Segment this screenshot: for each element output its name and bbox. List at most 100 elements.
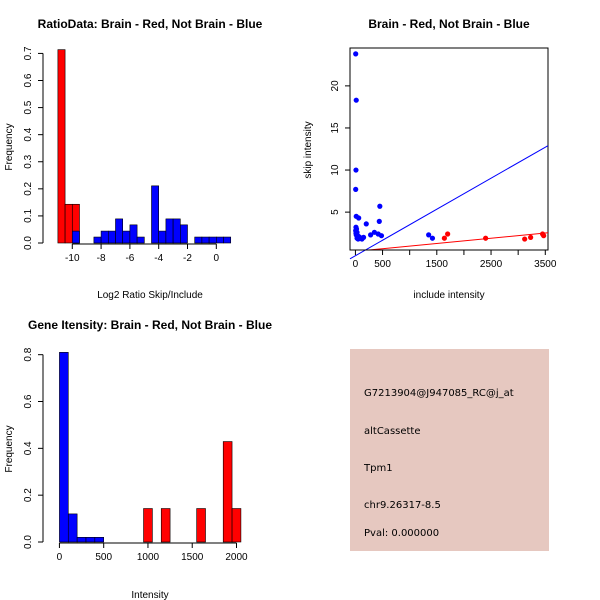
- scatter-point-not-brain: [368, 232, 374, 238]
- histogram-bar-not-brain: [122, 230, 131, 244]
- scatter-point-brain: [483, 235, 489, 241]
- y-tick-label: 0.5: [23, 100, 34, 114]
- genomic-location: chr9.26317-8.5: [364, 500, 441, 511]
- histogram-bar-brain: [196, 508, 206, 543]
- histogram-bar-not-brain: [94, 537, 104, 543]
- x-tick-label: -6: [125, 253, 134, 264]
- scatter-point-brain: [541, 233, 547, 239]
- y-tick-label: 0.8: [23, 347, 34, 361]
- histogram-bar-not-brain: [71, 230, 80, 244]
- histogram-bar-not-brain: [100, 230, 109, 244]
- y-tick-label: 0.0: [23, 236, 34, 250]
- ratio-histogram: RatioData: Brain - Red, Not Brain - Blue…: [4, 17, 263, 301]
- histogram-bar-not-brain: [223, 236, 232, 244]
- histogram-bar-not-brain: [180, 224, 188, 244]
- intensity-scatter: Brain - Red, Not Brain - Blue include in…: [303, 17, 557, 301]
- ratio-histogram-xlabel: Log2 Ratio Skip/Include: [97, 290, 203, 301]
- scatter-point-not-brain: [355, 236, 361, 242]
- y-tick-label: 5: [330, 209, 341, 215]
- scatter-point-not-brain: [363, 221, 369, 227]
- x-tick-label: -10: [65, 253, 80, 264]
- x-tick-label: 3500: [534, 259, 557, 270]
- scatter-xlabel: include intensity: [413, 290, 484, 301]
- histogram-bar-brain: [143, 508, 153, 543]
- y-tick-label: 0.6: [23, 394, 34, 408]
- histogram-bar-not-brain: [67, 513, 78, 543]
- histogram-bar-not-brain: [115, 218, 123, 244]
- scatter-point-brain: [441, 235, 447, 241]
- histogram-bar-brain: [57, 49, 66, 244]
- scatter-point-not-brain: [353, 167, 359, 173]
- x-tick-label: 2000: [225, 552, 248, 563]
- x-tick-label: -2: [183, 253, 192, 264]
- scatter-point-not-brain: [353, 97, 359, 103]
- scatter-point-brain: [445, 231, 451, 237]
- x-tick-label: 1000: [137, 552, 160, 563]
- scatter-point-not-brain: [353, 186, 359, 192]
- scatter-point-not-brain: [353, 51, 359, 57]
- x-tick-label: 0: [353, 259, 359, 270]
- scatter-point-brain: [528, 234, 534, 240]
- histogram-bar-not-brain: [165, 218, 174, 244]
- histogram-bar-not-brain: [107, 230, 116, 244]
- gene-intensity-title: Gene Itensity: Brain - Red, Not Brain - …: [28, 318, 272, 332]
- y-tick-label: 0.0: [23, 535, 34, 549]
- gene-intensity-xlabel: Intensity: [131, 590, 168, 600]
- scatter-point-not-brain: [429, 235, 436, 241]
- y-tick-label: 20: [330, 80, 341, 92]
- scatter-point-brain: [522, 236, 528, 242]
- histogram-bar-not-brain: [172, 218, 181, 244]
- y-tick-label: 0.7: [23, 46, 34, 60]
- ratio-histogram-ylabel: Frequency: [4, 123, 15, 170]
- x-tick-label: 500: [95, 552, 112, 563]
- histogram-bar-brain: [231, 508, 242, 543]
- scatter-point-not-brain: [376, 218, 382, 224]
- histogram-bar-not-brain: [136, 236, 145, 244]
- y-tick-label: 0.4: [23, 441, 34, 455]
- histogram-bar-brain: [64, 203, 73, 244]
- histogram-bar-not-brain: [93, 236, 102, 244]
- histogram-bar-brain: [160, 508, 171, 543]
- histogram-bar-not-brain: [76, 537, 87, 543]
- x-tick-label: 0: [214, 253, 220, 264]
- y-tick-label: 10: [330, 164, 341, 176]
- x-tick-label: 1500: [426, 259, 449, 270]
- histogram-bar-not-brain: [201, 236, 210, 244]
- x-tick-label: -8: [97, 253, 106, 264]
- histogram-bar-not-brain: [194, 236, 203, 244]
- p-value: Pval: 0.000000: [364, 528, 439, 539]
- fit-line-not-brain: [349, 145, 549, 260]
- x-tick-label: 500: [374, 259, 391, 270]
- scatter-title: Brain - Red, Not Brain - Blue: [368, 17, 530, 31]
- gene-intensity-ylabel: Frequency: [4, 425, 15, 472]
- event-type: altCassette: [364, 426, 421, 437]
- probe-id: G7213904@J947085_RC@j_at: [364, 388, 514, 399]
- y-tick-label: 0.1: [23, 209, 34, 223]
- y-tick-label: 0.4: [23, 127, 34, 141]
- histogram-bar-not-brain: [216, 236, 224, 244]
- scatter-ylabel: skip intensity: [303, 121, 314, 178]
- ratio-histogram-title: RatioData: Brain - Red, Not Brain - Blue: [38, 17, 263, 31]
- histogram-bar-not-brain: [158, 230, 167, 244]
- x-tick-label: 0: [57, 552, 63, 563]
- scatter-point-not-brain: [377, 203, 383, 209]
- scatter-point-not-brain: [426, 232, 432, 238]
- fit-line-brain: [368, 232, 549, 251]
- x-tick-label: -4: [154, 253, 163, 264]
- y-tick-label: 0.6: [23, 73, 34, 87]
- y-tick-label: 15: [330, 122, 341, 134]
- histogram-bar-not-brain: [129, 224, 138, 244]
- x-tick-label: 1500: [181, 552, 204, 563]
- scatter-point-not-brain: [360, 234, 367, 240]
- histogram-bar-not-brain: [85, 537, 96, 543]
- x-tick-label: 2500: [480, 259, 503, 270]
- info-panel-background: [350, 349, 549, 551]
- gene-intensity-histogram: Gene Itensity: Brain - Red, Not Brain - …: [4, 318, 272, 600]
- histogram-bar-brain: [222, 441, 233, 543]
- y-tick-label: 0.3: [23, 154, 34, 168]
- scatter-point-not-brain: [378, 233, 385, 239]
- histogram-bar-not-brain: [208, 236, 217, 244]
- gene-name: Tpm1: [363, 463, 393, 474]
- histogram-bar-not-brain: [151, 185, 160, 244]
